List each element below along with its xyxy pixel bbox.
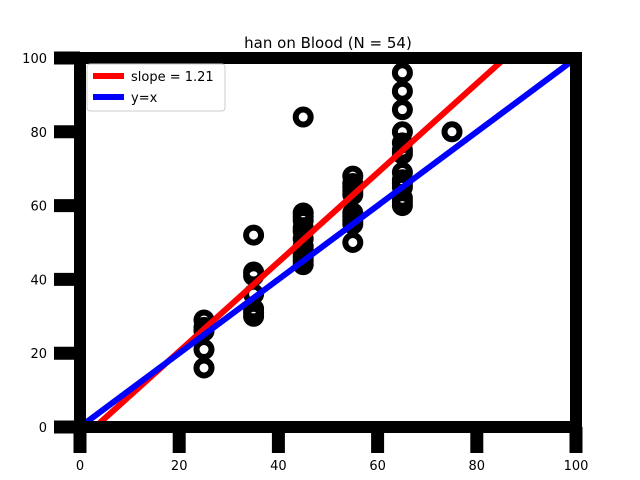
data-point bbox=[193, 339, 215, 361]
data-point bbox=[342, 213, 364, 235]
axis-ticks: 0 20 40 60 80 100 0 20 40 60 80 100 bbox=[22, 51, 589, 474]
legend-label: slope = 1.21 bbox=[131, 70, 214, 85]
data-point bbox=[391, 195, 413, 217]
data-point bbox=[292, 106, 314, 128]
legend: slope = 1.21 y=x bbox=[86, 63, 226, 112]
x-tick-label: 80 bbox=[469, 459, 486, 474]
data-point bbox=[243, 224, 265, 246]
data-point bbox=[342, 184, 364, 206]
series-line-identity bbox=[80, 58, 576, 427]
data-point bbox=[391, 99, 413, 121]
series-layer bbox=[80, 58, 576, 427]
data-point bbox=[391, 62, 413, 84]
data-point bbox=[193, 357, 215, 379]
data-point bbox=[391, 80, 413, 102]
y-tick-label: 0 bbox=[39, 421, 47, 436]
y-tick-label: 100 bbox=[22, 52, 47, 67]
data-point bbox=[342, 232, 364, 253]
chart-title: han on Blood (N = 54) bbox=[244, 34, 412, 52]
y-tick-label: 20 bbox=[30, 347, 47, 362]
x-tick-label: 0 bbox=[76, 459, 84, 474]
y-tick-label: 40 bbox=[30, 273, 47, 288]
x-tick-label: 60 bbox=[369, 459, 386, 474]
data-point bbox=[243, 305, 265, 327]
x-tick-label: 20 bbox=[171, 459, 188, 474]
data-point bbox=[441, 121, 463, 143]
data-point bbox=[292, 206, 314, 228]
axes-frame bbox=[74, 52, 582, 433]
y-tick-label: 60 bbox=[30, 200, 47, 215]
data-point bbox=[391, 121, 413, 143]
x-tick-label: 100 bbox=[564, 459, 589, 474]
y-tick-label: 80 bbox=[30, 126, 47, 141]
legend-label: y=x bbox=[131, 91, 158, 106]
x-tick-label: 40 bbox=[270, 459, 287, 474]
